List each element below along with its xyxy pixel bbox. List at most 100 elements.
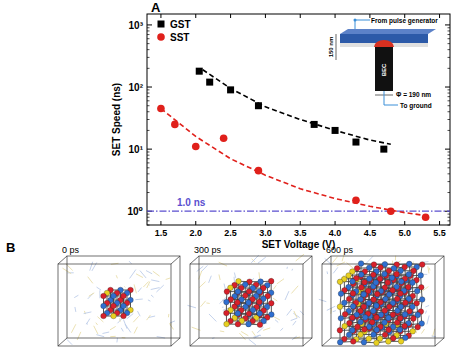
- atom: [366, 265, 372, 271]
- x-tick: [439, 14, 440, 18]
- cell-front: [58, 264, 171, 346]
- data-point: [157, 105, 165, 113]
- amorphous-bond: [257, 327, 263, 333]
- atom: [355, 324, 361, 330]
- amorphous-bond: [423, 274, 427, 275]
- atom: [347, 320, 353, 326]
- cell-edge: [322, 338, 331, 346]
- atom: [382, 271, 388, 277]
- data-point: [311, 121, 318, 128]
- atom: [411, 268, 417, 274]
- atom: [419, 297, 425, 303]
- y-minor-tick: [448, 192, 451, 193]
- wire: [355, 20, 370, 21]
- amorphous-bond: [151, 295, 154, 297]
- atom: [338, 316, 344, 322]
- x-tick-label: 5.0: [398, 228, 411, 238]
- atom: [101, 313, 107, 319]
- amorphous-bond: [88, 277, 93, 284]
- atom: [342, 323, 348, 329]
- amorphous-bond: [71, 324, 75, 333]
- amorphous-bond: [103, 332, 110, 333]
- atom: [418, 273, 424, 279]
- amorphous-bond: [427, 316, 429, 325]
- atom: [121, 313, 127, 319]
- cell-front: [322, 264, 435, 346]
- amorphous-bond: [149, 285, 150, 286]
- cell-edge: [303, 338, 312, 346]
- panel-label: A: [151, 0, 161, 15]
- y-minor-tick: [147, 30, 150, 31]
- data-point: [255, 102, 262, 109]
- amorphous-bond: [130, 270, 136, 279]
- atom: [257, 311, 263, 317]
- atom: [398, 339, 404, 345]
- amorphous-bond: [74, 295, 78, 297]
- amorphous-bond: [286, 267, 287, 269]
- atom: [101, 293, 107, 299]
- amorphous-bond: [222, 307, 224, 308]
- y-minor-tick: [448, 27, 451, 28]
- atom: [246, 300, 252, 306]
- x-tick: [369, 221, 370, 225]
- y-minor-tick: [147, 192, 150, 193]
- y-minor-tick: [147, 34, 150, 35]
- inset-label: BEC: [381, 63, 387, 76]
- amorphous-bond: [206, 302, 209, 304]
- y-minor-tick: [147, 181, 150, 182]
- y-minor-tick: [147, 130, 150, 131]
- amorphous-bond: [138, 311, 141, 316]
- atom: [361, 304, 367, 310]
- amorphous-bond: [67, 339, 72, 344]
- amorphous-bond: [219, 275, 220, 280]
- y-minor-tick: [147, 68, 150, 69]
- amorphous-bond: [156, 285, 163, 292]
- atom: [389, 275, 395, 281]
- x-tick: [230, 221, 231, 225]
- x-tick-label: 2.0: [190, 228, 203, 238]
- atom: [101, 303, 107, 309]
- amorphous-bond: [421, 329, 424, 333]
- atom: [366, 301, 372, 307]
- y-minor-tick: [147, 105, 150, 106]
- snapshot-label: 600 ps: [326, 245, 354, 255]
- atom: [355, 324, 361, 330]
- y-minor-tick: [147, 151, 150, 152]
- amorphous-bond: [333, 267, 338, 273]
- atom: [224, 299, 230, 305]
- y-minor-tick: [448, 30, 451, 31]
- legend-marker: [158, 21, 165, 28]
- amorphous-bond: [201, 301, 206, 307]
- atom: [403, 300, 409, 306]
- y-tick-label: 10²: [129, 82, 144, 93]
- amorphous-bond: [133, 316, 138, 322]
- x-tick: [230, 14, 231, 18]
- x-tick: [160, 14, 161, 18]
- amorphous-bond: [187, 305, 196, 308]
- x-tick: [265, 221, 266, 225]
- amorphous-bond: [166, 278, 171, 279]
- amorphous-bond: [136, 274, 143, 278]
- amorphous-bond: [347, 263, 355, 270]
- atom: [386, 292, 392, 298]
- amorphous-bond: [280, 328, 283, 331]
- y-minor-tick: [147, 49, 150, 50]
- snapshot-label: 0 ps: [62, 245, 80, 255]
- x-axis-label: SET Voltage (V): [262, 239, 336, 250]
- atom: [390, 335, 396, 341]
- data-point: [387, 207, 395, 215]
- amorphous-bond: [234, 273, 235, 278]
- atom: [383, 296, 389, 302]
- atom: [402, 324, 408, 330]
- data-point: [380, 146, 387, 153]
- data-point: [192, 143, 200, 151]
- amorphous-bond: [110, 336, 115, 337]
- figure: A1.52.02.53.03.54.04.55.05.510⁰10¹10²10³…: [0, 0, 476, 350]
- atom: [246, 311, 252, 317]
- y-minor-tick: [448, 100, 451, 101]
- atom: [410, 328, 416, 334]
- amorphous-bond: [332, 257, 337, 263]
- y-minor-tick: [448, 162, 451, 163]
- cell-edge: [58, 256, 67, 264]
- y-minor-tick: [448, 49, 451, 50]
